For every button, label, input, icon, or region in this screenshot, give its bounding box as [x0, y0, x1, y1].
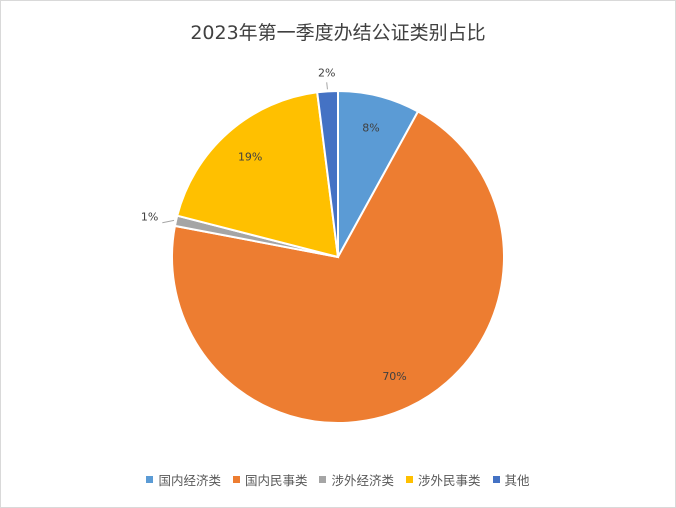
leader-line-2 [162, 219, 175, 224]
legend-swatch-3 [406, 476, 413, 483]
pie-slice-3 [175, 91, 340, 259]
data-label-2: 1% [141, 211, 158, 224]
legend-label-4: 其他 [504, 473, 530, 488]
pie-slice-4 [316, 89, 339, 258]
legend-item-2: 涉外经济类 [319, 470, 394, 489]
legend-label-2: 涉外经济类 [331, 473, 394, 488]
legend-label-3: 涉外民事类 [418, 473, 481, 488]
legend-item-3: 涉外民事类 [406, 470, 481, 489]
data-label-0: 8% [362, 121, 379, 134]
legend-swatch-2 [319, 476, 327, 483]
legend-item-0: 国内经济类 [146, 470, 221, 489]
data-label-3: 19% [238, 150, 262, 163]
legend-item-1: 国内民事类 [232, 470, 308, 489]
legend: 国内经济类 国内民事类 涉外经济类 涉外民事类 其他 [0, 470, 676, 489]
legend-swatch-1 [232, 476, 240, 483]
data-label-4: 2% [318, 66, 335, 79]
legend-swatch-4 [492, 476, 500, 483]
legend-label-0: 国内经济类 [158, 473, 221, 488]
pie-slice-1 [171, 110, 505, 424]
legend-swatch-0 [146, 476, 154, 483]
data-label-1: 70% [382, 370, 406, 383]
chart-title: 2023年第一季度办结公证类别占比 [190, 22, 486, 44]
legend-item-4: 其他 [492, 470, 530, 489]
legend-label-1: 国内民事类 [244, 473, 308, 488]
leader-line-4 [326, 82, 328, 90]
